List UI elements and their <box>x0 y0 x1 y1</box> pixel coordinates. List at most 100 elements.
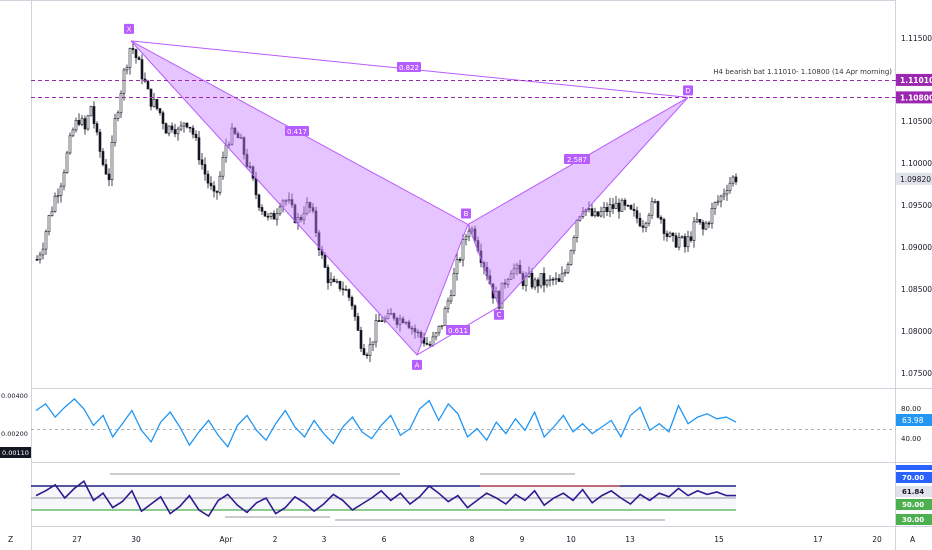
candle-body <box>449 295 453 302</box>
candle-body <box>251 166 255 179</box>
candle-body <box>659 216 663 220</box>
candle-body <box>545 280 549 286</box>
svg-text:0.417: 0.417 <box>287 128 307 136</box>
candle-body <box>602 206 606 212</box>
candle-body <box>170 125 174 130</box>
candle-body <box>266 215 270 218</box>
candle-body <box>44 231 48 250</box>
candle-body <box>89 106 93 117</box>
candle-body <box>608 204 612 213</box>
candle-body <box>296 216 300 223</box>
candle-body <box>35 259 39 261</box>
candle-body <box>200 159 204 165</box>
candle-body <box>650 201 654 216</box>
point-label-x: X <box>124 23 134 34</box>
candle-body <box>140 59 144 80</box>
candle-body <box>350 297 354 307</box>
candle-body <box>722 193 726 197</box>
price-tick: 1.09500 <box>901 201 932 210</box>
candle-body <box>425 343 429 345</box>
candle-body <box>329 278 333 284</box>
candle-body <box>647 214 651 224</box>
candle-body <box>95 123 99 133</box>
candle-body <box>131 48 135 50</box>
candle-body <box>671 232 675 237</box>
candle-body <box>353 305 357 317</box>
candle-body <box>437 325 441 334</box>
candle-body <box>503 282 507 285</box>
candle-body <box>314 210 318 234</box>
ratio-label-xd: 0.822 <box>397 62 421 72</box>
candle-body <box>710 208 714 224</box>
candle-body <box>398 318 402 325</box>
indicator1-left-axis: 0.00400 0.00200 <box>1 392 28 438</box>
candle-body <box>419 331 423 338</box>
svg-text:0.00110: 0.00110 <box>2 449 29 457</box>
candle-body <box>107 173 111 181</box>
svg-text:1.10800: 1.10800 <box>900 93 932 102</box>
candle-body <box>224 144 228 158</box>
candle-body <box>80 118 84 125</box>
candle-body <box>365 354 369 357</box>
candle-body <box>434 332 438 338</box>
candle-body <box>92 106 96 124</box>
indicator2-markers: 70.00 61.84 50.00 30.00 <box>896 465 932 525</box>
indicator1-line <box>35 398 737 449</box>
indicator1-tick: 80.00 <box>901 405 921 413</box>
price-tick: 1.10000 <box>901 159 932 168</box>
ratio-label-xb: 0.417 <box>285 126 309 136</box>
time-axis[interactable]: 27 30 Apr 2 3 6 8 9 10 13 15 17 20 <box>72 535 882 544</box>
candle-body <box>392 313 396 319</box>
candle-body <box>281 200 285 208</box>
candle-body <box>146 80 150 90</box>
candle-body <box>311 207 315 212</box>
candle-body <box>692 221 696 241</box>
candle-body <box>260 207 264 212</box>
candle-body <box>245 154 249 167</box>
svg-text:70.00: 70.00 <box>902 474 924 482</box>
price-tick: 1.11500 <box>901 34 932 43</box>
price-tick: 1.07500 <box>901 369 932 378</box>
candle-body <box>644 222 648 228</box>
svg-text:2.587: 2.587 <box>567 156 587 164</box>
candle-body <box>218 175 222 193</box>
candle-body <box>614 202 618 209</box>
time-tick: 30 <box>131 535 141 544</box>
candle-body <box>86 115 90 130</box>
candle-body <box>509 273 513 280</box>
time-tick: 10 <box>566 535 576 544</box>
candlestick-series <box>35 41 738 363</box>
candle-body <box>182 122 186 127</box>
candle-body <box>371 341 375 346</box>
svg-text:0.611: 0.611 <box>448 327 468 335</box>
candle-body <box>275 213 279 220</box>
candle-body <box>167 125 171 134</box>
candle-body <box>512 268 516 275</box>
candle-body <box>623 199 627 206</box>
level-annotation: H4 bearish bat 1.11010- 1.10800 (14 Apr … <box>713 68 892 76</box>
candle-body <box>683 236 687 248</box>
point-label-c: C <box>494 309 504 320</box>
indicator1-tick: 0.00400 <box>1 392 28 400</box>
pattern-triangle-xab <box>130 40 469 356</box>
time-tick: Apr <box>220 535 234 544</box>
candle-body <box>356 316 360 331</box>
candle-body <box>395 318 399 325</box>
time-tick: 15 <box>714 535 724 544</box>
candle-body <box>728 182 732 191</box>
candle-body <box>197 137 201 161</box>
candle-body <box>629 205 633 210</box>
candle-body <box>152 99 156 107</box>
price-axis[interactable]: 1.11500 1.10500 1.10000 1.09500 1.09000 … <box>901 34 932 378</box>
auto-scale-button[interactable]: A <box>910 535 916 544</box>
price-marker-last: 1.09820 <box>896 172 932 185</box>
candle-body <box>656 201 660 218</box>
candle-body <box>338 280 342 290</box>
price-marker-lower: 1.10800 <box>896 91 932 104</box>
corner-label-left[interactable]: Z <box>8 535 13 544</box>
candle-body <box>83 118 87 130</box>
candle-body <box>326 267 330 284</box>
candle-body <box>668 232 672 237</box>
time-tick: 17 <box>813 535 823 544</box>
ratio-label-bd: 2.587 <box>564 154 590 164</box>
